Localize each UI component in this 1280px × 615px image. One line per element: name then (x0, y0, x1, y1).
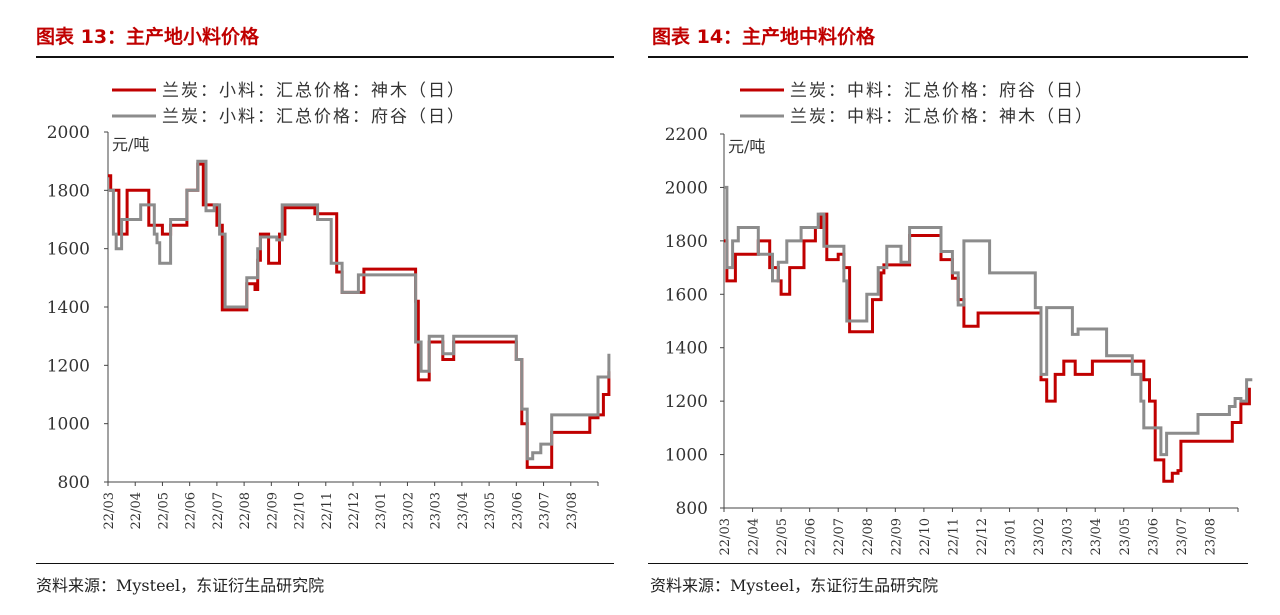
x-tick-label: 22/04 (747, 518, 762, 555)
x-tick-label: 22/11 (320, 492, 335, 529)
x-tick-label: 23/04 (1089, 518, 1104, 555)
x-tick-label: 22/03 (102, 492, 117, 529)
chart-title: 图表 13：主产地小料价格 (36, 26, 260, 48)
x-tick-label: 22/12 (975, 518, 990, 555)
series-line-primary (108, 162, 611, 469)
x-tick-label: 23/02 (1032, 518, 1047, 555)
chart-panel-14: 图表 14：主产地中料价格 800 1000 1200 1400 1600 1800 200… (640, 0, 1280, 615)
chart-title: 图表 14：主产地中料价格 (652, 26, 876, 48)
y-axis-unit: 元/吨 (728, 137, 765, 156)
y-tick-label: 1000 (665, 446, 708, 466)
legend-label: 兰炭：小料：汇总价格：府谷（日） (162, 107, 466, 127)
x-tick-label: 22/08 (238, 492, 253, 529)
x-tick-label: 23/01 (374, 492, 389, 529)
source-note: 资料来源：Mysteel，东证衍生品研究院 (650, 576, 939, 595)
y-tick-label: 1000 (47, 415, 90, 435)
x-tick-label: 22/11 (946, 518, 961, 555)
x-tick-label: 22/07 (211, 492, 226, 529)
x-tick-label: 23/07 (1175, 518, 1190, 555)
title-rule (648, 56, 1248, 58)
x-tick-label: 23/08 (1203, 518, 1218, 555)
x-tick-label: 22/09 (265, 492, 280, 529)
chart-14-svg: 800 1000 1200 1400 1600 1800 2000 2200 元/吨 22/03 2… (665, 81, 1253, 555)
series-line-primary (724, 212, 1251, 483)
x-tick-label: 22/10 (293, 492, 308, 529)
y-tick-label: 2200 (665, 125, 708, 145)
y-tick-label: 1400 (665, 339, 708, 359)
y-tick-label: 2000 (665, 178, 708, 198)
x-tick-label: 22/05 (156, 492, 171, 529)
legend-label: 兰炭：中料：汇总价格：府谷（日） (790, 81, 1094, 101)
x-tick-label: 23/03 (1061, 518, 1076, 555)
chart-13-svg: 800 1000 1200 1400 1600 1800 2000 元/吨 22/03 22/04… (47, 81, 611, 529)
title-rule (36, 56, 614, 58)
x-tick-label: 23/05 (1118, 518, 1133, 555)
x-tick-label: 23/02 (401, 492, 416, 529)
x-tick-label: 23/03 (429, 492, 444, 529)
x-tick-label: 22/12 (347, 492, 362, 529)
x-tick-label: 23/01 (1004, 518, 1019, 555)
x-tick-label: 22/06 (804, 518, 819, 555)
y-tick-label: 2000 (47, 123, 90, 143)
x-tick-label: 22/07 (832, 518, 847, 555)
y-tick-label: 800 (676, 499, 708, 519)
x-tick-label: 22/08 (861, 518, 876, 555)
x-tick-label: 23/06 (1146, 518, 1161, 555)
x-tick-label: 22/09 (889, 518, 904, 555)
y-tick-label: 1600 (47, 240, 90, 260)
x-tick-label: 22/03 (718, 518, 733, 555)
legend-label: 兰炭：中料：汇总价格：神木（日） (790, 107, 1094, 127)
series-line-secondary (724, 185, 1253, 457)
x-tick-label: 23/07 (538, 492, 553, 529)
x-tick-label: 22/10 (918, 518, 933, 555)
x-tick-label: 22/04 (129, 492, 144, 529)
x-tick-label: 23/08 (565, 492, 580, 529)
y-tick-label: 1800 (47, 181, 90, 201)
source-note: 资料来源：Mysteel，东证衍生品研究院 (36, 576, 325, 595)
x-tick-label: 22/05 (775, 518, 790, 555)
y-axis-unit: 元/吨 (112, 135, 149, 154)
y-tick-label: 1400 (47, 298, 90, 318)
x-tick-label: 22/06 (184, 492, 199, 529)
x-tick-label: 23/04 (456, 492, 471, 529)
x-tick-label: 23/06 (510, 492, 525, 529)
y-tick-label: 1200 (665, 392, 708, 412)
y-tick-label: 1600 (665, 285, 708, 305)
y-tick-label: 1800 (665, 232, 708, 252)
footer-rule (648, 563, 1248, 564)
footer-rule (36, 563, 614, 564)
y-tick-label: 1200 (47, 356, 90, 376)
legend-label: 兰炭：小料：汇总价格：神木（日） (162, 81, 466, 101)
series-line-secondary (108, 159, 611, 461)
y-tick-label: 800 (58, 473, 90, 493)
x-tick-label: 23/05 (483, 492, 498, 529)
chart-panel-13: 图表 13：主产地小料价格 800 1000 1200 1400 1600 1800 200… (36, 26, 614, 595)
